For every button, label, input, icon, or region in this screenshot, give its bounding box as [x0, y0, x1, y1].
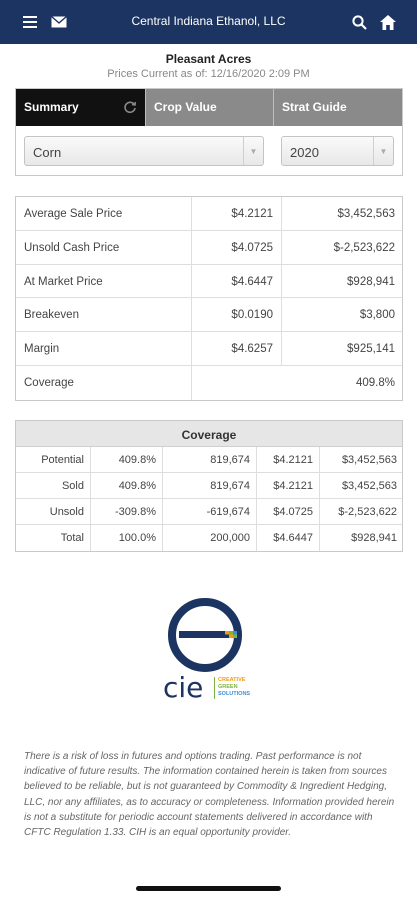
home-indicator[interactable] — [136, 886, 281, 891]
cov-price: $4.0725 — [256, 499, 319, 524]
tab-crop-value[interactable]: Crop Value — [145, 89, 273, 126]
row-total: $928,941 — [281, 264, 403, 298]
logo-wordmark: cie — [163, 671, 204, 704]
tab-strat-guide-label: Strat Guide — [282, 100, 347, 114]
table-row: Sold 409.8% 819,674 $4.2121 $3,452,563 — [16, 473, 402, 499]
table-row: Total 100.0% 200,000 $4.6447 $928,941 — [16, 525, 402, 551]
year-select-value: 2020 — [290, 145, 319, 160]
row-price: $4.6257 — [191, 332, 281, 365]
row-label: At Market Price — [24, 275, 103, 288]
cov-label: Total — [60, 532, 84, 544]
price-summary-table: Average Sale Price $4.2121 $3,452,563 Un… — [15, 196, 403, 401]
table-row: Average Sale Price $4.2121 $3,452,563 — [16, 197, 402, 231]
cie-logo: cie CREATIVE GREEN SOLUTIONS — [163, 595, 265, 705]
table-row: Coverage 409.8% — [16, 365, 403, 400]
cov-label: Unsold — [49, 506, 84, 518]
coverage-table: Coverage Potential 409.8% 819,674 $4.212… — [15, 420, 403, 552]
year-select[interactable]: 2020 ▼ — [281, 136, 394, 166]
cov-value: $3,452,563 — [319, 473, 403, 498]
coverage-table-title: Coverage — [16, 421, 402, 447]
chevron-down-icon: ▼ — [373, 137, 393, 165]
cov-price: $4.2121 — [256, 473, 319, 498]
cov-qty: -619,674 — [162, 499, 256, 524]
tab-crop-value-label: Crop Value — [154, 100, 217, 114]
row-price: $4.6447 — [191, 264, 281, 298]
home-icon[interactable] — [378, 12, 398, 32]
summary-controls-card: Summary Crop Value Strat Guide Corn ▼ 20… — [15, 88, 403, 176]
chevron-down-icon: ▼ — [243, 137, 263, 165]
row-label: Breakeven — [24, 309, 79, 322]
cov-price: $4.6447 — [256, 525, 319, 551]
cov-qty: 819,674 — [162, 447, 256, 472]
row-label: Margin — [24, 343, 60, 356]
row-price: $0.0190 — [191, 298, 281, 332]
prices-current-timestamp: Prices Current as of: 12/16/2020 2:09 PM — [107, 68, 310, 80]
logo-tagline-2: GREEN — [218, 684, 238, 690]
logo-tagline-1: CREATIVE — [218, 677, 246, 683]
farm-name: Pleasant Acres — [165, 52, 252, 66]
mail-icon[interactable] — [49, 12, 69, 32]
table-row: Breakeven $0.0190 $3,800 — [16, 298, 403, 333]
table-row: Margin $4.6257 $925,141 — [16, 332, 402, 366]
logo-tagline-3: SOLUTIONS — [218, 691, 251, 697]
row-label: Average Sale Price — [24, 208, 123, 220]
cov-label: Sold — [61, 480, 84, 492]
cov-price: $4.2121 — [256, 447, 319, 472]
cov-qty: 200,000 — [162, 525, 256, 551]
cov-value: $3,452,563 — [319, 447, 403, 472]
table-row: Potential 409.8% 819,674 $4.2121 $3,452,… — [16, 447, 402, 473]
table-row: At Market Price $4.6447 $928,941 — [16, 264, 403, 299]
app-title: Central Indiana Ethanol, LLC — [131, 14, 286, 28]
app-header: Central Indiana Ethanol, LLC — [0, 0, 417, 44]
cov-label: Potential — [41, 454, 84, 466]
cov-value: $928,941 — [319, 525, 403, 551]
risk-disclaimer: There is a risk of loss in futures and o… — [24, 751, 395, 839]
cov-pct: 409.8% — [90, 473, 162, 498]
row-total: $3,800 — [281, 298, 403, 332]
menu-icon[interactable] — [20, 12, 40, 32]
tab-summary-label: Summary — [24, 100, 79, 114]
tab-summary[interactable]: Summary — [16, 89, 145, 126]
logo-divider — [214, 677, 215, 699]
row-price: $4.2121 — [191, 197, 281, 230]
search-icon[interactable] — [349, 12, 369, 32]
cov-pct: 100.0% — [90, 525, 162, 551]
refresh-icon[interactable] — [123, 100, 137, 117]
row-label: Coverage — [24, 376, 74, 389]
crop-select[interactable]: Corn ▼ — [24, 136, 264, 166]
row-total: 409.8% — [191, 365, 403, 400]
table-row: Unsold Cash Price $4.0725 $-2,523,622 — [16, 230, 403, 265]
cov-value: $-2,523,622 — [319, 499, 403, 524]
tab-strat-guide[interactable]: Strat Guide — [273, 89, 402, 126]
row-total: $925,141 — [281, 332, 403, 365]
table-row: Unsold -309.8% -619,674 $4.0725 $-2,523,… — [16, 499, 402, 525]
row-price: $4.0725 — [191, 230, 281, 264]
row-total: $-2,523,622 — [281, 230, 403, 264]
row-total: $3,452,563 — [281, 197, 403, 230]
row-label: Unsold Cash Price — [24, 241, 120, 254]
cov-pct: 409.8% — [90, 447, 162, 472]
cov-qty: 819,674 — [162, 473, 256, 498]
crop-select-value: Corn — [33, 145, 62, 160]
cov-pct: -309.8% — [90, 499, 162, 524]
